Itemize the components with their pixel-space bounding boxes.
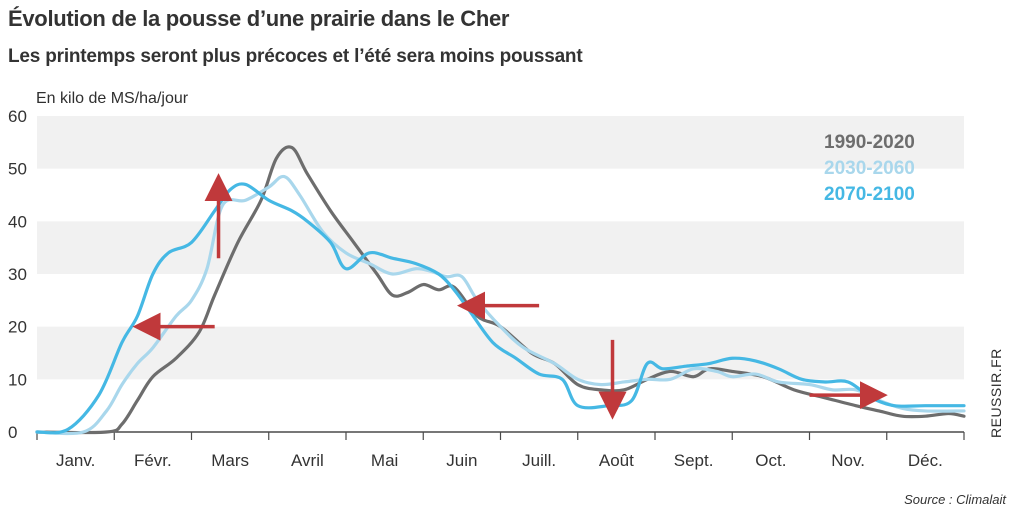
grid-band: [37, 116, 964, 169]
y-axis-unit-label: En kilo de MS/ha/jour: [36, 90, 189, 107]
x-tick-label: Avril: [291, 451, 324, 470]
x-tick-label: Août: [599, 451, 634, 470]
site-credit: REUSSIR.FR: [988, 348, 1004, 438]
annotation-arrows: [132, 173, 888, 420]
y-tick-label: 30: [8, 265, 27, 284]
y-tick-label: 0: [8, 423, 17, 442]
grid-bands: [37, 116, 964, 380]
x-tick-label: Mars: [211, 451, 249, 470]
x-tick-label: Juin: [446, 451, 477, 470]
chart-title: Évolution de la pousse d’une prairie dan…: [8, 6, 510, 31]
legend: 1990-2020 2030-2060 2070-2100: [824, 132, 915, 205]
x-tick-label: Sept.: [674, 451, 714, 470]
x-tick-label: Oct.: [755, 451, 786, 470]
legend-entry: 1990-2020: [824, 132, 915, 153]
x-axis: Janv. Févr. Mars Avril Mai Juin Juill. Août Sept…: [36, 431, 965, 470]
y-tick-label: 60: [8, 107, 27, 126]
y-tick-label: 20: [8, 318, 27, 337]
y-axis-ticks: 0 10 20 30 40 50 60: [8, 107, 27, 442]
legend-entry: 2030-2060: [824, 158, 915, 179]
source-note: Source : Climalait: [904, 492, 1006, 507]
x-tick-label: Mai: [371, 451, 398, 470]
grid-band: [37, 221, 964, 274]
legend-entry: 2070-2100: [824, 184, 915, 205]
x-tick-label: Juill.: [522, 451, 556, 470]
x-tick-label: Nov.: [831, 451, 865, 470]
series-line-2030-2060: [35, 174, 966, 436]
grid-band: [37, 326, 964, 380]
x-tick-label: Janv.: [56, 451, 95, 470]
x-tick-label: Févr.: [134, 451, 172, 470]
chart-subtitle: Les printemps seront plus précoces et l’…: [8, 46, 583, 67]
y-tick-label: 40: [8, 212, 27, 231]
y-tick-label: 10: [8, 370, 27, 389]
y-tick-label: 50: [8, 160, 27, 179]
x-tick-label: Déc.: [908, 451, 943, 470]
